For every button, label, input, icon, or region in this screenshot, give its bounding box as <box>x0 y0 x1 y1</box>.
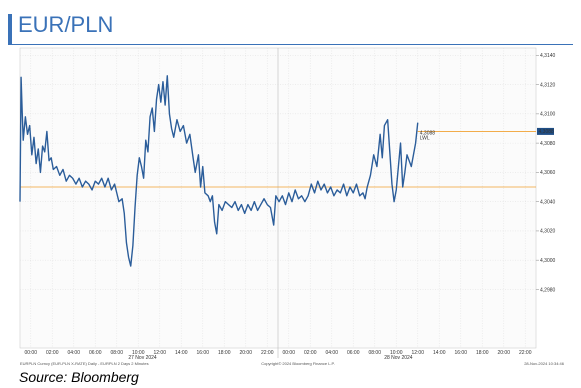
last-price-label: 4,3088 <box>539 129 555 135</box>
y-tick-label: 4,3100 <box>540 112 556 118</box>
x-tick-label: 12:00 <box>153 350 166 356</box>
y-tick-label: 4,3060 <box>540 170 556 176</box>
date-label: 28 Nov 2024 <box>384 355 413 361</box>
x-tick-label: 02:00 <box>46 350 59 356</box>
y-tick-label: 4,2980 <box>540 287 556 293</box>
last-price-annotation: LWL <box>420 135 430 141</box>
y-tick-label: 4,3120 <box>540 82 556 88</box>
x-tick-label: 08:00 <box>110 350 123 356</box>
x-tick-label: 14:00 <box>433 350 446 356</box>
last-price-badge <box>537 127 554 135</box>
x-tick-label: 04:00 <box>325 350 338 356</box>
title-rule <box>8 44 573 45</box>
eurpln-chart: 4,2980 4,3000 4,3020 4,3040 4,3060 4,3080 4,31… <box>19 47 565 366</box>
footer-center: Copyright© 2024 Bloomberg Finance L.P. <box>261 361 335 366</box>
x-tick-label: 10:00 <box>390 350 403 356</box>
x-tick-label: 00:00 <box>282 350 295 356</box>
x-tick-label: 10:00 <box>132 350 145 356</box>
price-line <box>19 75 419 267</box>
x-tick-label: 22:00 <box>519 350 532 356</box>
x-tick-label: 14:00 <box>175 350 188 356</box>
x-tick-label: 18:00 <box>218 350 231 356</box>
x-tick-label: 16:00 <box>454 350 467 356</box>
footer-right: 28-Nov-2024 10:34:46 <box>524 361 565 366</box>
footer-left: EURPLN Curncy (EUR-PLN X-RATE) Daily - E… <box>20 361 149 366</box>
y-tick-label: 4,3000 <box>540 258 556 264</box>
x-tick-label: 06:00 <box>347 350 360 356</box>
date-label: 27 Nov 2024 <box>128 355 157 361</box>
y-tick-label: 4,3020 <box>540 229 556 235</box>
x-tick-label: 04:00 <box>67 350 80 356</box>
y-tick-label: 4,3140 <box>540 53 556 59</box>
title-accent-bar <box>8 14 12 44</box>
y-tick-label: 4,3040 <box>540 199 556 205</box>
x-tick-label: 02:00 <box>304 350 317 356</box>
x-tick-label: 00:00 <box>24 350 37 356</box>
x-tick-label: 16:00 <box>196 350 209 356</box>
x-tick-label: 08:00 <box>368 350 381 356</box>
x-tick-label: 18:00 <box>476 350 489 356</box>
source-note: Source: Bloomberg <box>19 369 139 385</box>
page-title: EUR/PLN <box>18 12 114 37</box>
last-price-annotation: 4,3088 <box>420 130 436 136</box>
x-tick-label: 20:00 <box>239 350 252 356</box>
x-tick-label: 06:00 <box>89 350 102 356</box>
x-tick-label: 20:00 <box>497 350 510 356</box>
y-tick-label: 4,3080 <box>540 141 556 147</box>
x-tick-label: 22:00 <box>261 350 274 356</box>
x-tick-label: 12:00 <box>411 350 424 356</box>
